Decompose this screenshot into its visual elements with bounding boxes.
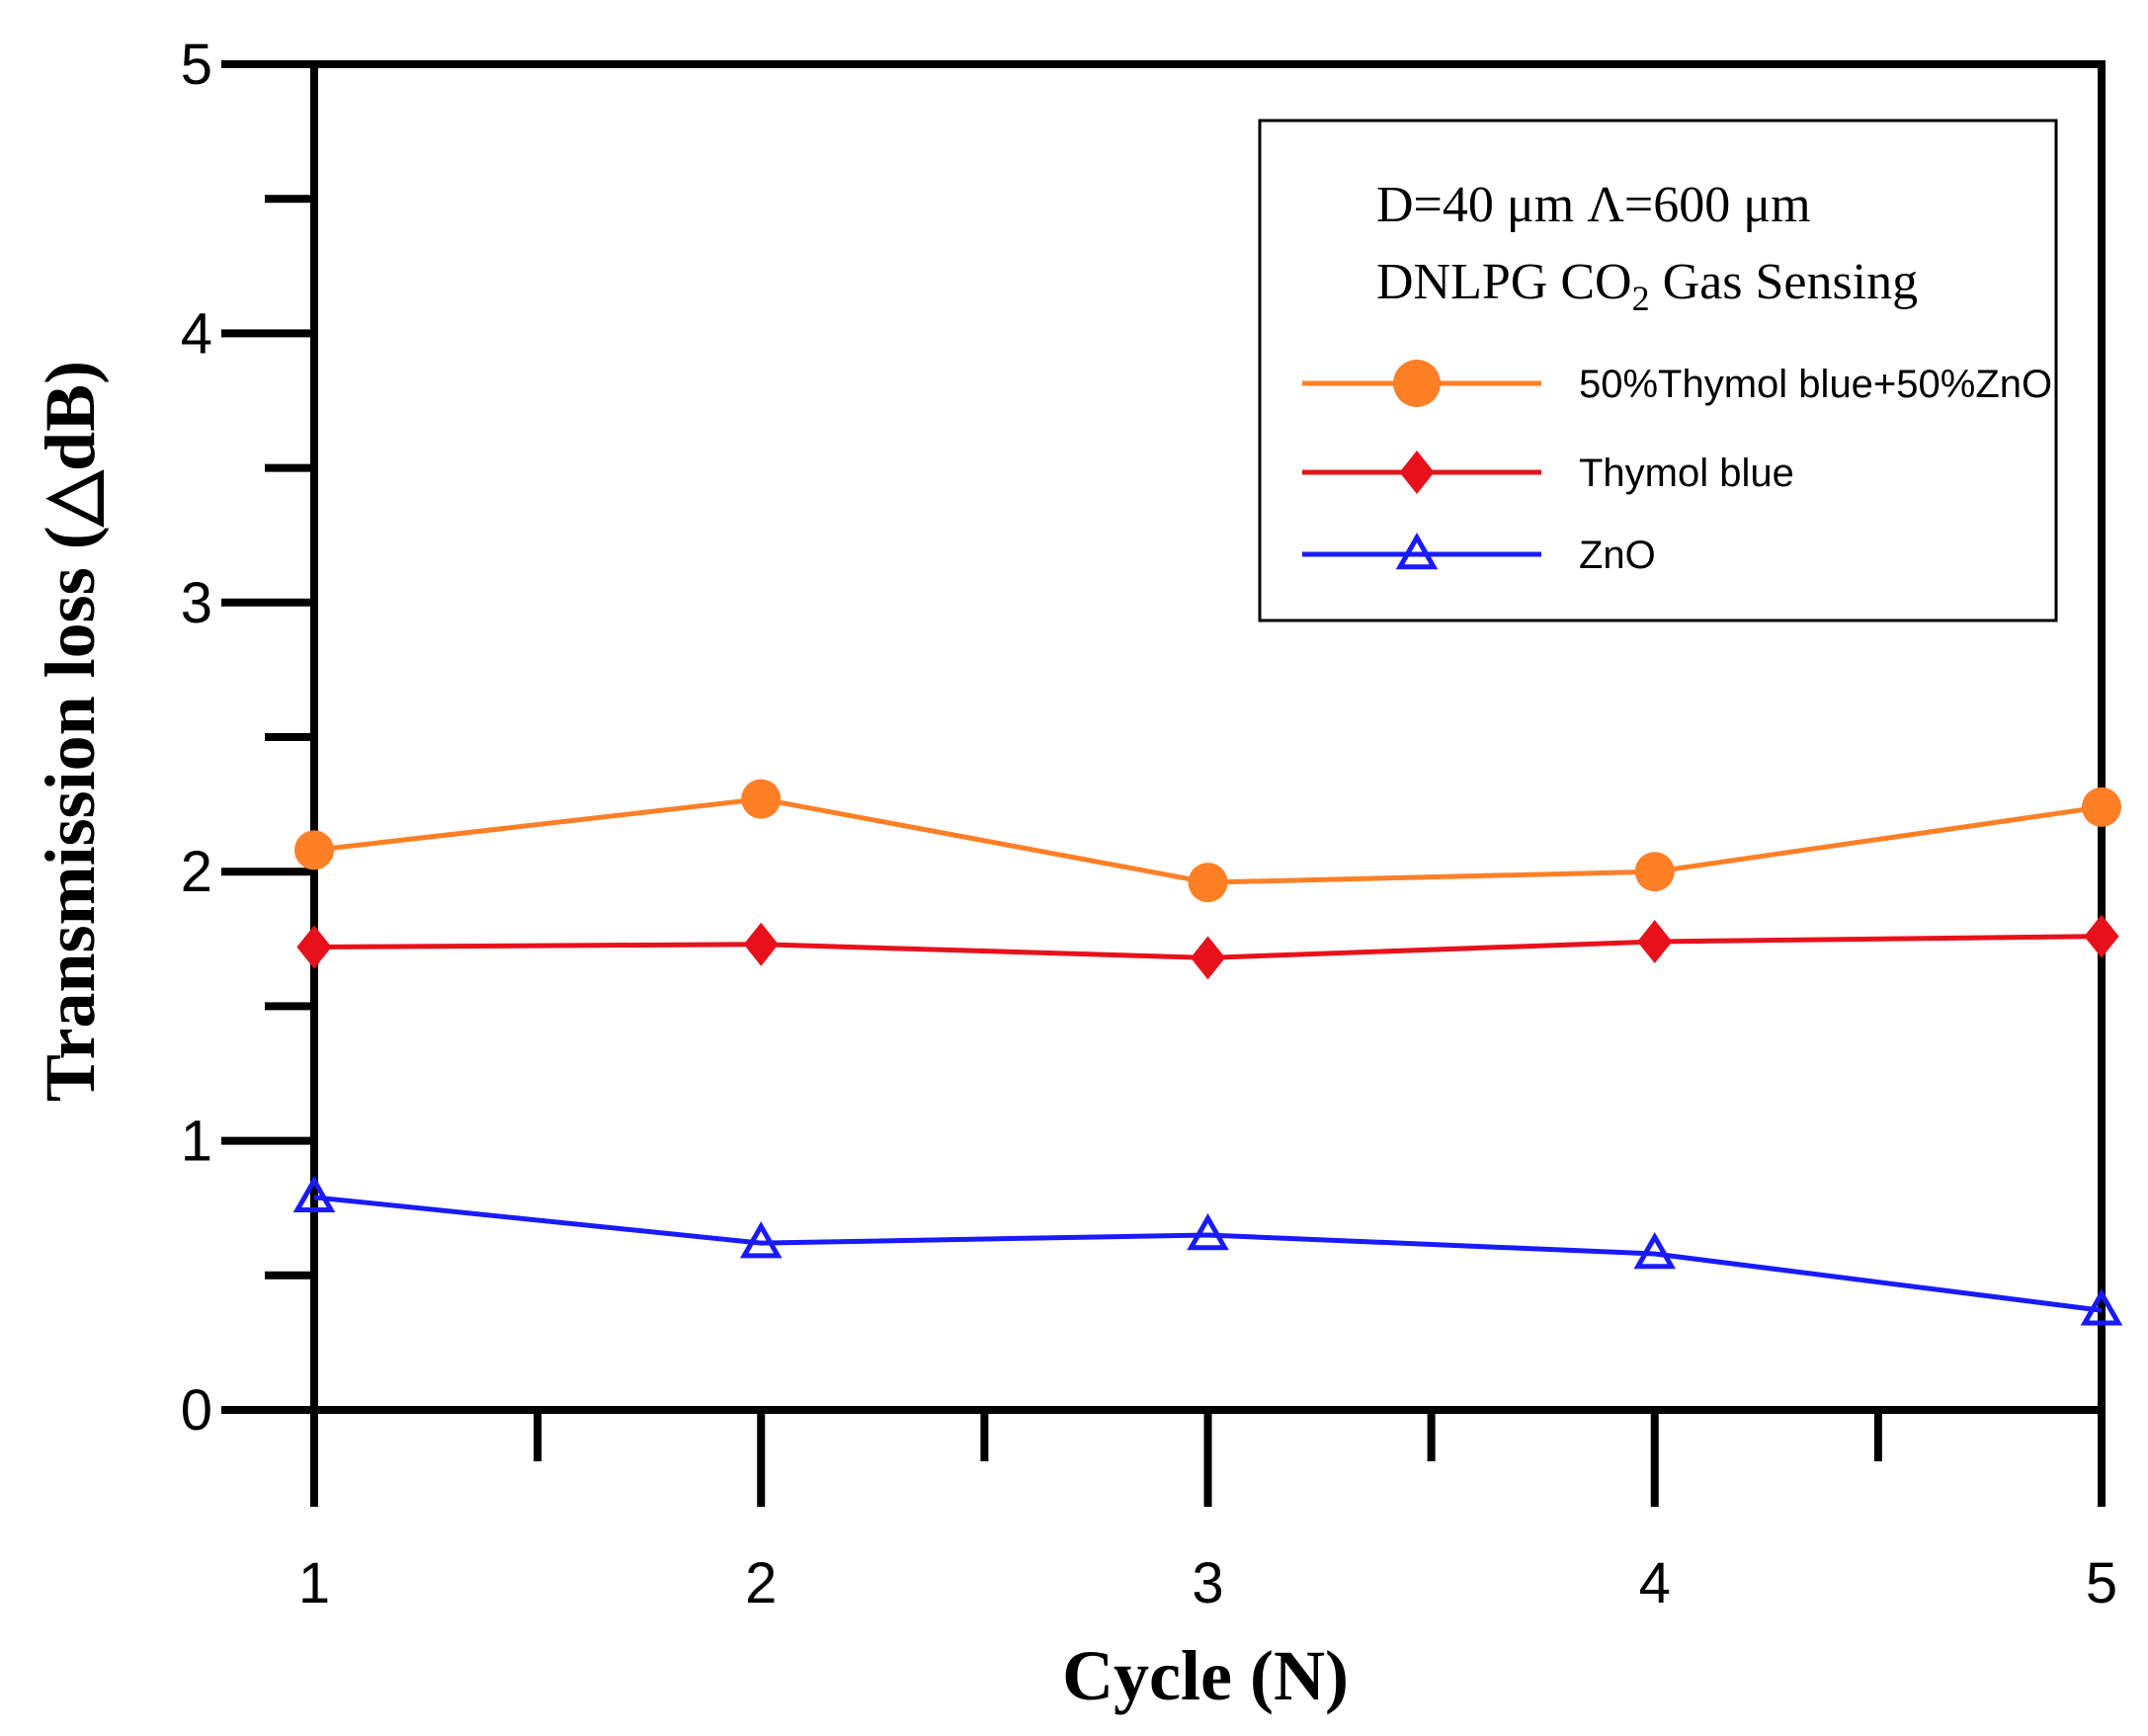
legend-box <box>1258 119 2058 622</box>
data-point <box>1190 936 1226 980</box>
legend-header-line1: D=40 μm Λ=600 μm <box>1376 177 1811 233</box>
data-point <box>2084 914 2119 958</box>
legend-marker <box>1393 360 1441 407</box>
x-tick-label: 5 <box>2086 1551 2117 1615</box>
data-point <box>743 922 779 966</box>
axes: 0 1 2 3 4 5 1 2 3 4 5 <box>181 33 2117 1615</box>
legend-header-line2-subscript: 2 <box>1632 279 1650 318</box>
y-tick-label: 3 <box>181 571 212 635</box>
data-point <box>1633 1231 1677 1270</box>
data-point <box>292 1175 336 1213</box>
y-tick-label: 0 <box>181 1378 212 1443</box>
x-tick-label: 4 <box>1639 1551 1671 1615</box>
legend-header-line2: DNLPG CO2 Gas Sensing <box>1376 254 1918 318</box>
series-group <box>292 1175 2123 1326</box>
legend-header-line2-rest: Gas Sensing <box>1650 254 1919 310</box>
series-layer <box>292 779 2123 1326</box>
y-tick-label: 4 <box>181 301 212 366</box>
data-point <box>741 779 782 819</box>
data-point <box>2080 1288 2123 1326</box>
data-point <box>294 830 334 870</box>
data-point <box>296 925 332 969</box>
data-point <box>2082 786 2121 827</box>
legend-label: 50%Thymol blue+50%ZnO <box>1579 363 2052 406</box>
y-tick-label: 5 <box>181 33 212 97</box>
x-tick-label: 3 <box>1192 1551 1223 1615</box>
legend-label: Thymol blue <box>1579 452 1794 495</box>
legend-label: ZnO <box>1579 534 1656 577</box>
data-point <box>1634 852 1675 892</box>
x-axis-title: Cycle (N) <box>1062 1636 1349 1715</box>
legend-entries: 50%Thymol blue+50%ZnO Thymol blue ZnO <box>1302 360 2052 577</box>
series-group <box>294 779 2121 903</box>
y-axis-title: Transmission loss (△dB) <box>31 361 110 1102</box>
series-group <box>296 914 2119 980</box>
data-point <box>739 1221 783 1259</box>
legend-header-line2-main: DNLPG CO <box>1376 254 1632 310</box>
x-tick-label: 1 <box>298 1551 330 1615</box>
y-tick-label: 1 <box>181 1110 212 1174</box>
legend-marker <box>1395 532 1439 570</box>
data-point <box>1187 1212 1229 1251</box>
x-tick-label: 2 <box>745 1551 777 1615</box>
y-tick-label: 2 <box>181 840 212 904</box>
series-line <box>313 1195 2103 1313</box>
data-point <box>1188 863 1228 903</box>
legend-marker <box>1399 451 1435 494</box>
legend: D=40 μm Λ=600 μm DNLPG CO2 Gas Sensing 5… <box>1258 119 2058 622</box>
data-point <box>1637 920 1673 964</box>
